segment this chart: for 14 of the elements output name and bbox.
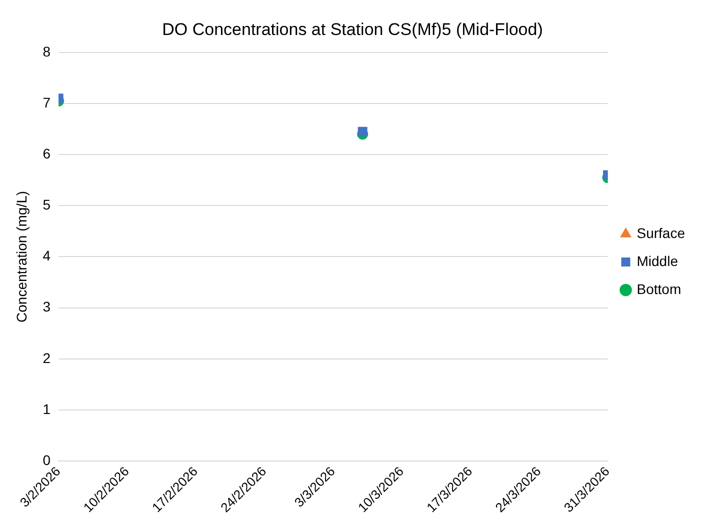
- legend-label: Surface: [636, 224, 686, 241]
- y-tick-label: 7: [42, 94, 51, 110]
- legend-label: Middle: [636, 252, 678, 269]
- y-tick-label: 4: [42, 248, 51, 264]
- y-tick-label: 5: [42, 196, 51, 213]
- y-tick-label: 3: [42, 298, 51, 315]
- chart-title: DO Concentrations at Station CS(Mf)5 (Mid-Flood): [162, 20, 543, 39]
- y-axis-title: Concentration (mg/L): [13, 190, 30, 322]
- y-tick-label: 0: [42, 452, 51, 468]
- legend-label: Bottom: [636, 280, 682, 297]
- y-tick-label: 6: [42, 145, 51, 162]
- y-tick-label: 8: [42, 43, 51, 60]
- y-tick-label: 1: [42, 400, 51, 417]
- y-tick-label: 2: [42, 350, 51, 366]
